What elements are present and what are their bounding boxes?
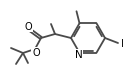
Text: I: I	[121, 39, 123, 49]
Text: O: O	[32, 48, 40, 58]
Text: N: N	[75, 50, 82, 60]
Text: O: O	[24, 22, 32, 32]
